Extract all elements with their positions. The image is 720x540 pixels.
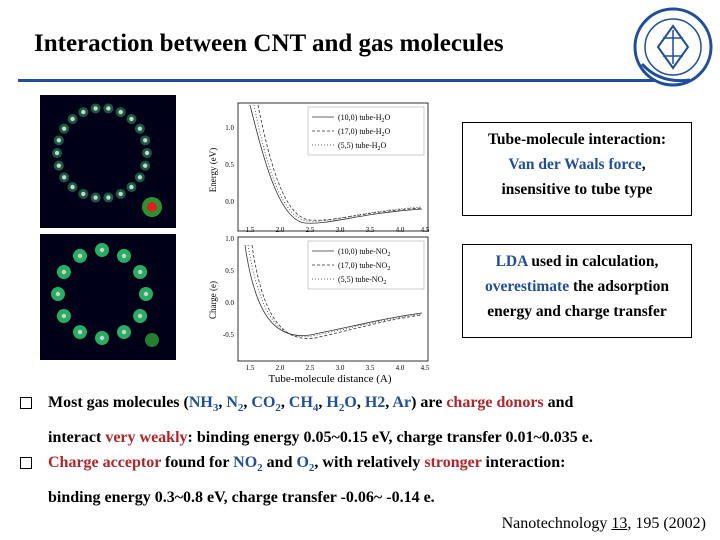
xlabel: Tube-molecule distance (A) bbox=[268, 373, 391, 385]
reference: Nanotechnology 13, 195 (2002) bbox=[501, 515, 706, 532]
curve-10-0-no2 bbox=[244, 244, 423, 337]
bottom-ytick: 1.0 bbox=[225, 235, 234, 243]
svg-text:3.0: 3.0 bbox=[336, 226, 345, 234]
top-ytick: 0.5 bbox=[225, 161, 234, 169]
slide-title: Interaction between CNT and gas molecule… bbox=[34, 30, 504, 57]
atom bbox=[77, 253, 83, 259]
svg-text:1.5: 1.5 bbox=[246, 364, 255, 372]
bullet-square-icon bbox=[20, 397, 32, 409]
box1-vdw: Van der Waals force bbox=[508, 156, 642, 173]
atom bbox=[106, 195, 111, 200]
atom bbox=[129, 116, 134, 122]
atom bbox=[137, 313, 143, 319]
svg-text:4.5: 4.5 bbox=[421, 226, 430, 234]
curve-17-0-no2 bbox=[251, 244, 423, 339]
svg-text:4.5: 4.5 bbox=[421, 364, 430, 372]
atom bbox=[61, 175, 67, 180]
box2-line3: energy and charge transfer bbox=[487, 303, 667, 320]
atom bbox=[142, 138, 148, 143]
bottom-ytick: 0.5 bbox=[225, 267, 234, 275]
energy-charge-plot: 1.0 0.5 0.0 1.0 0.5 0.0 -0.5 1.5 2.0 2.5… bbox=[208, 102, 430, 385]
atom bbox=[77, 329, 83, 335]
svg-text:2.0: 2.0 bbox=[276, 226, 285, 234]
box2-overestimate: overestimate bbox=[485, 278, 570, 295]
bottom-ytick: -0.5 bbox=[223, 331, 235, 339]
legend-bottom-item: (17,0) tube-NO2 bbox=[338, 261, 390, 272]
box1-line1: Tube-molecule interaction: bbox=[487, 131, 667, 148]
box2-lda: LDA bbox=[495, 253, 528, 270]
atom bbox=[54, 150, 60, 156]
title-underline bbox=[18, 79, 656, 82]
vdw-info-box: Tube-molecule interaction: Van der Waals… bbox=[462, 122, 692, 216]
atom bbox=[70, 184, 75, 190]
atom bbox=[106, 106, 111, 111]
atom bbox=[137, 269, 143, 275]
svg-text:2.5: 2.5 bbox=[306, 364, 315, 372]
atom bbox=[99, 335, 105, 341]
curve-10-0-h2o bbox=[249, 104, 423, 224]
atom bbox=[93, 106, 98, 111]
atom bbox=[143, 291, 149, 297]
bottom-xticks: 1.5 2.0 2.5 3.0 3.5 4.0 4.5 bbox=[246, 364, 430, 372]
atom bbox=[121, 329, 127, 335]
svg-text:3.5: 3.5 bbox=[366, 226, 375, 234]
atom bbox=[118, 109, 123, 115]
atom bbox=[142, 163, 148, 168]
curve-5-5-h2o bbox=[253, 104, 423, 222]
legend-top-item: (10,0) tube-H2O bbox=[338, 113, 391, 124]
atom bbox=[129, 184, 134, 190]
atom bbox=[137, 126, 143, 131]
atom bbox=[121, 253, 127, 259]
top-ylabel: Energy (eV) bbox=[208, 148, 218, 193]
svg-text:1.5: 1.5 bbox=[246, 226, 255, 234]
legend-top-item: (5,5) tube-H2O bbox=[338, 141, 387, 152]
cnt-h2o-molecule-image bbox=[40, 95, 176, 228]
svg-text:4.0: 4.0 bbox=[396, 226, 405, 234]
university-seal-icon bbox=[633, 7, 713, 87]
atom bbox=[137, 175, 143, 180]
svg-text:3.0: 3.0 bbox=[336, 364, 345, 372]
top-xticks: 1.5 2.0 2.5 3.0 3.5 4.0 4.5 bbox=[246, 226, 430, 234]
atom bbox=[61, 269, 67, 275]
atom bbox=[56, 138, 62, 143]
bottom-ytick: 0.0 bbox=[225, 299, 234, 307]
atom bbox=[61, 313, 67, 319]
atom bbox=[81, 109, 86, 115]
legend-bottom-item: (10,0) tube-NO2 bbox=[338, 247, 390, 258]
atom bbox=[144, 150, 150, 156]
legend-top-item: (17,0) tube-H2O bbox=[338, 127, 391, 138]
atom bbox=[93, 195, 98, 200]
bullet-acceptor: Charge acceptor found for NO2 and O2, wi… bbox=[20, 452, 710, 517]
bullet-square-icon bbox=[20, 457, 32, 469]
svg-text:2.0: 2.0 bbox=[276, 364, 285, 372]
atom bbox=[55, 291, 61, 297]
atom bbox=[61, 126, 67, 131]
cnt-no2-molecule-image bbox=[40, 234, 176, 360]
atom bbox=[118, 191, 123, 197]
legend-bottom-item: (5,5) tube-NO2 bbox=[338, 275, 386, 286]
lda-info-box: LDA used in calculation, overestimate th… bbox=[462, 244, 692, 338]
atom bbox=[56, 163, 62, 168]
atom bbox=[99, 247, 105, 253]
curve-5-5-no2 bbox=[247, 244, 423, 337]
svg-text:3.5: 3.5 bbox=[366, 364, 375, 372]
top-ytick: 0.0 bbox=[225, 198, 234, 206]
top-ytick: 1.0 bbox=[225, 124, 234, 132]
svg-text:2.5: 2.5 bbox=[306, 226, 315, 234]
box1-line3: insensitive to tube type bbox=[501, 181, 653, 198]
curve-17-0-h2o bbox=[257, 104, 423, 221]
svg-text:4.0: 4.0 bbox=[396, 364, 405, 372]
bullet-donors: Most gas molecules (NH3, N2, CO2, CH4, H… bbox=[20, 392, 710, 457]
atom bbox=[81, 191, 86, 197]
bottom-ylabel: Charge (e) bbox=[208, 281, 218, 319]
atom bbox=[70, 116, 75, 122]
